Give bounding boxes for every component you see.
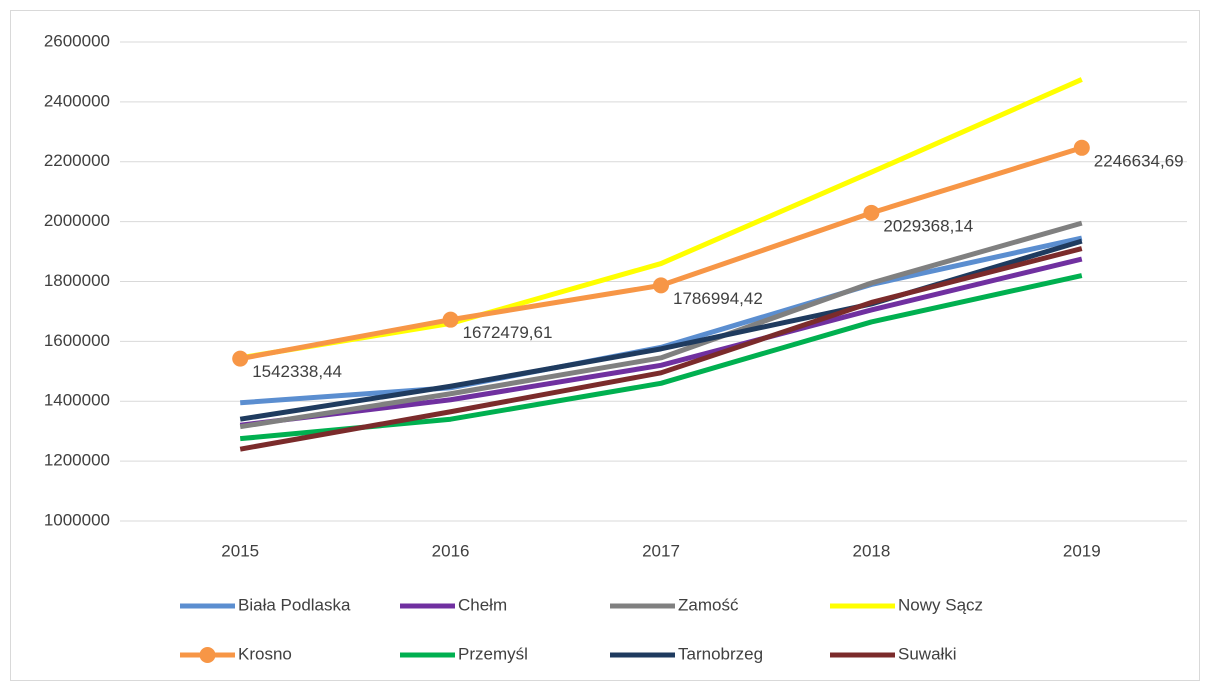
point-marker [653,277,669,294]
legend-label: Suwałki [898,644,957,663]
legend-label: Przemyśl [458,644,528,663]
y-tick-label: 1600000 [44,331,110,350]
legend-marker [199,647,216,663]
legend-label: Krosno [238,644,292,663]
series-line [239,220,1083,430]
y-tick-label: 2000000 [44,211,110,230]
y-tick-label: 2200000 [44,151,110,170]
series-line [239,246,1083,452]
y-tick-label: 1000000 [44,510,110,529]
legend-label: Tarnobrzeg [678,644,763,663]
data-label: 2246634,69 [1094,151,1184,170]
point-marker [442,311,459,328]
chart-border [10,10,1200,681]
data-label: 1542338,44 [252,362,342,381]
y-tick-label: 1800000 [44,271,110,290]
y-tick-label: 1200000 [44,451,110,470]
y-tick-label: 1400000 [44,391,110,410]
x-tick-label: 2019 [1063,541,1101,560]
legend-label: Zamość [678,595,739,614]
y-tick-label: 2400000 [44,91,110,110]
point-marker [863,204,880,221]
series-line [239,256,1083,428]
x-tick-label: 2016 [432,541,470,560]
x-tick-label: 2015 [221,541,259,560]
data-label: 1786994,42 [673,289,763,308]
point-marker [1073,139,1090,156]
x-tick-label: 2017 [642,541,680,560]
data-label: 1672479,61 [463,323,553,342]
y-tick-label: 2600000 [44,31,110,50]
legend-label: Nowy Sącz [898,595,983,614]
legend-label: Biała Podlaska [238,595,351,614]
x-tick-label: 2018 [852,541,890,560]
point-marker [232,350,249,367]
data-label: 2029368,14 [883,216,973,235]
legend-label: Chełm [458,595,507,614]
